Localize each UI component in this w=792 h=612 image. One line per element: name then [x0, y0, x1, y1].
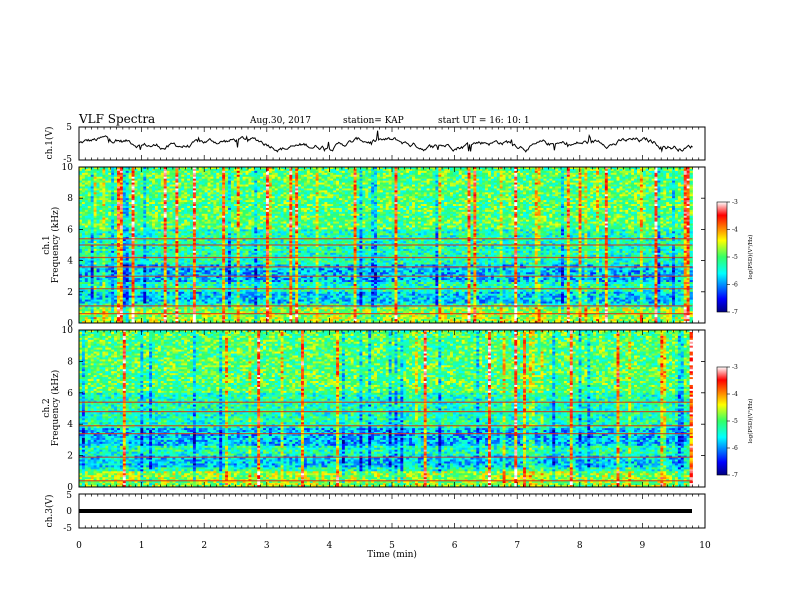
cb2-tick: -6	[732, 445, 738, 452]
ch3-ytick-bottom: -5	[63, 524, 72, 534]
ch1-waveform-ylabel: ch.1(V)	[44, 127, 55, 160]
spec2-ytick: 8	[67, 357, 73, 367]
ch2-colorbar-gradient	[717, 367, 727, 475]
ch1-colorbar-label: log(PSD)(V²/Hz)	[747, 235, 754, 280]
ch2-colorbar: -3 -4 -5 -6 -7 log(PSD)(V²/Hz)	[717, 364, 754, 479]
cb2-tick: -4	[732, 391, 738, 398]
chart-title: VLF Spectra	[78, 112, 155, 126]
x-tick-label: 7	[514, 541, 520, 551]
spec1-ytick: 6	[67, 225, 73, 235]
ch3-waveform-ylabel: ch.3(V)	[44, 495, 55, 528]
x-tick-label: 8	[577, 541, 583, 551]
ch1-ytick-top: 5	[66, 123, 72, 133]
cb1-tick: -7	[732, 309, 738, 316]
x-tick-label: 10	[699, 541, 711, 551]
cb2-tick: -7	[732, 472, 738, 479]
ch3-ytick-top: 5	[66, 491, 72, 501]
x-tick-label: 2	[201, 541, 207, 551]
spec2-ytick: 10	[62, 326, 74, 336]
ch2-spectrogram-ylabel: Frequency (kHz)	[50, 370, 61, 447]
spec2-ytick: 4	[67, 420, 73, 430]
spec2-ytick: 6	[67, 389, 73, 399]
ch1-waveform-trace	[79, 131, 693, 152]
x-axis-label: Time (min)	[367, 549, 417, 560]
cb2-tick: -3	[732, 364, 738, 371]
x-tick-label: 0	[76, 541, 82, 551]
spec1-ytick: 10	[62, 163, 74, 173]
header-start-time: start UT = 16: 10: 1	[438, 116, 530, 126]
ch1-spectrogram-image	[79, 167, 705, 323]
cb1-tick: -3	[732, 199, 738, 206]
spec2-ytick: 2	[67, 452, 73, 462]
cb1-tick: -6	[732, 282, 738, 289]
x-tick-label: 6	[452, 541, 458, 551]
cb2-tick: -5	[732, 418, 738, 425]
ch1-waveform-panel: 5 -5 ch.1(V)	[44, 123, 705, 165]
x-tick-label: 4	[327, 541, 333, 551]
spec1-ytick: 4	[67, 257, 73, 267]
ch3-ytick-mid: 0	[66, 507, 72, 517]
header-station: station= KAP	[343, 116, 404, 126]
header-date: Aug.30, 2017	[249, 116, 311, 126]
ch3-waveform-panel: 5 0 -5 ch.3(V)	[44, 491, 705, 534]
x-tick-label: 1	[139, 541, 145, 551]
cb1-tick: -5	[732, 254, 738, 261]
spec1-ytick: 2	[67, 288, 73, 298]
ch2-colorbar-label: log(PSD)(V²/Hz)	[747, 399, 754, 444]
spec1-ytick: 8	[67, 194, 73, 204]
ch1-colorbar-gradient	[717, 202, 727, 312]
x-tick-label: 3	[264, 541, 270, 551]
cb1-tick: -4	[732, 227, 738, 234]
x-tick-label: 9	[640, 541, 646, 551]
ch1-spectrogram-ylabel: Frequency (kHz)	[50, 207, 61, 284]
ch2-spectrogram-image	[79, 330, 705, 487]
ch1-colorbar: -3 -4 -5 -6 -7 log(PSD)(V²/Hz)	[717, 199, 754, 316]
